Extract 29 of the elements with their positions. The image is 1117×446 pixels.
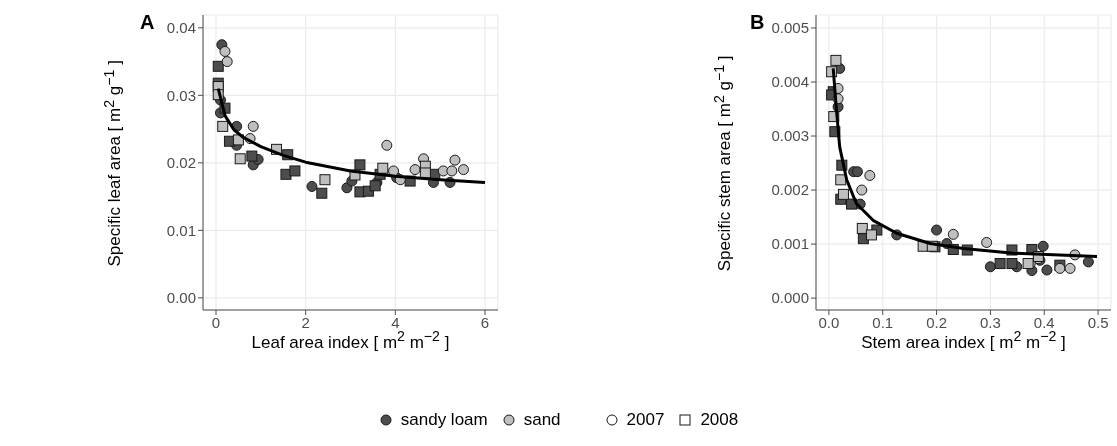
y-tick-label: 0.00 bbox=[166, 289, 196, 307]
x-tick-label: 0.0 bbox=[818, 313, 840, 331]
x-tick-label: 4 bbox=[391, 313, 400, 331]
legend-label: 2007 bbox=[626, 410, 665, 430]
y-tick-label: 0.002 bbox=[771, 181, 809, 199]
y-tick-label: 0.001 bbox=[771, 235, 809, 253]
x-tick-label: 0.3 bbox=[979, 313, 1001, 331]
y-tick-label: 0.004 bbox=[771, 73, 809, 91]
legend-label: sandy loam bbox=[400, 410, 488, 430]
x-tick-label: 2 bbox=[301, 313, 310, 331]
y-tick-label: 0.03 bbox=[166, 86, 196, 104]
legend-label: 2008 bbox=[700, 410, 739, 430]
x-tick-label: 0 bbox=[211, 313, 221, 331]
y-tick-label: 0.005 bbox=[771, 19, 809, 37]
x-tick-label: 0.1 bbox=[872, 313, 894, 331]
y-tick-label: 0.01 bbox=[166, 221, 196, 239]
legend-label: sand bbox=[523, 410, 561, 430]
x-tick-label: 0.5 bbox=[1087, 313, 1109, 331]
x-tick-label: 6 bbox=[480, 313, 490, 331]
y-tick-label: 0.000 bbox=[771, 289, 809, 307]
x-axis-title: Stem area index [ m$^{2}$ m$^{−2}$ ] bbox=[861, 328, 1066, 352]
chart-title: B bbox=[750, 11, 765, 33]
chart-title: A bbox=[140, 11, 155, 33]
y-tick-label: 0.02 bbox=[166, 154, 196, 172]
x-tick-label: 0.4 bbox=[1033, 313, 1055, 331]
x-axis-title: Leaf area index [ m$^{2}$ m$^{−2}$ ] bbox=[251, 328, 450, 352]
y-tick-label: 0.04 bbox=[166, 19, 196, 37]
y-tick-label: 0.003 bbox=[771, 127, 809, 145]
x-tick-label: 0.2 bbox=[926, 313, 948, 331]
